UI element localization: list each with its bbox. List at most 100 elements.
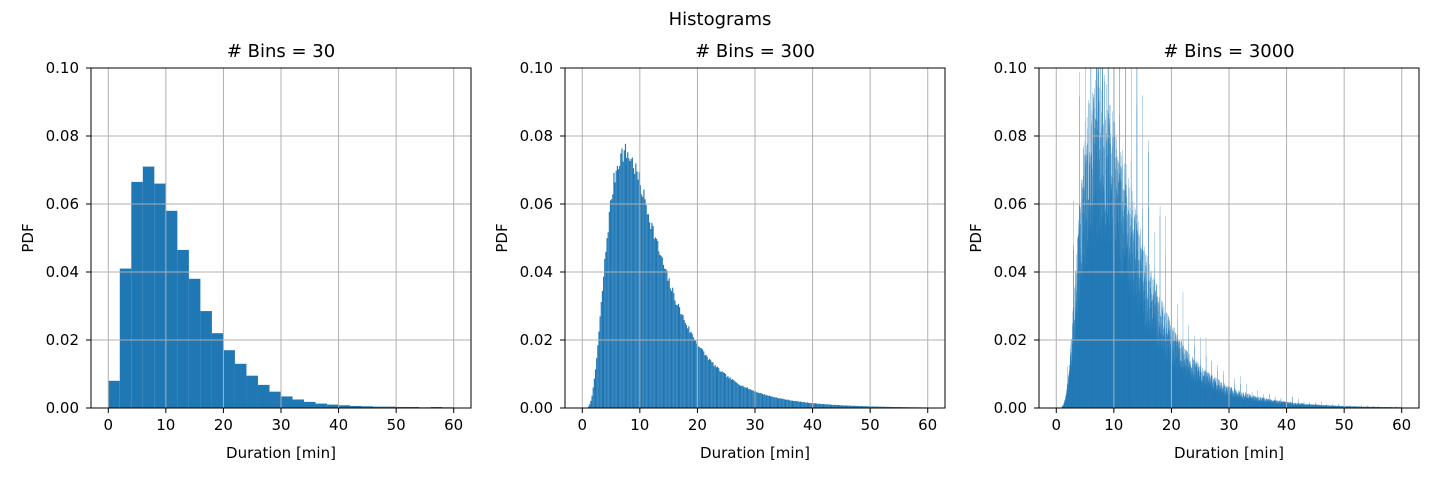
x-tick-label: 10 <box>1104 416 1123 434</box>
histogram-bar <box>281 396 293 408</box>
histogram-bar <box>727 375 729 408</box>
histogram-bar <box>824 404 826 408</box>
histogram-bar <box>834 404 836 408</box>
histogram-bar <box>757 392 759 408</box>
x-tick-label: 40 <box>329 416 348 434</box>
histogram-bar <box>630 159 632 408</box>
histogram-bar <box>819 403 821 408</box>
histogram-bar <box>672 287 674 408</box>
histogram-bar <box>803 401 805 408</box>
histogram-bar <box>662 264 665 408</box>
histogram-bar <box>883 406 886 408</box>
histogram-bar <box>835 404 837 408</box>
y-tick-label: 0.08 <box>520 127 553 145</box>
histogram-bar <box>782 398 784 408</box>
histogram-bar <box>590 400 592 408</box>
histogram-bar <box>829 404 831 408</box>
histogram-bars <box>108 166 454 408</box>
histogram-bar <box>660 255 662 408</box>
histogram-bar <box>609 200 612 408</box>
histogram-bar <box>729 377 731 408</box>
histogram-bar <box>760 393 762 408</box>
histogram-bar <box>710 359 712 408</box>
histogram-panel-bins-300: # Bins = 300 Duration [min] PDF 0.00 0.0… <box>493 41 946 462</box>
histogram-bar <box>684 323 686 408</box>
x-tick-label: 20 <box>1162 416 1181 434</box>
histogram-bar <box>857 406 859 408</box>
histogram-bar <box>664 268 666 408</box>
histogram-bar <box>666 270 668 408</box>
histogram-bar <box>795 400 797 408</box>
histogram-bar <box>693 340 696 408</box>
histogram-bar <box>673 293 675 408</box>
histogram-bar <box>845 405 848 408</box>
histogram-bar <box>624 143 627 408</box>
histogram-bar <box>772 396 774 408</box>
histogram-bar <box>695 340 697 408</box>
histogram-bar <box>396 406 408 408</box>
histogram-bar <box>604 258 606 408</box>
histogram-bar <box>871 406 873 408</box>
histogram-bar <box>793 401 795 408</box>
histogram-bar <box>850 405 852 408</box>
histogram-bar <box>705 354 707 408</box>
histogram-bar <box>177 249 189 408</box>
histogram-bar <box>855 405 857 408</box>
histogram-bar <box>687 328 689 408</box>
x-tick-label: 0 <box>1052 416 1062 434</box>
histogram-bar <box>677 303 679 408</box>
histogram-bar <box>743 387 745 408</box>
histogram-bar <box>728 378 730 408</box>
histogram-bar <box>733 380 735 408</box>
histogram-bar <box>750 389 752 408</box>
histogram-bar <box>844 405 846 408</box>
histogram-bar <box>771 396 773 408</box>
histogram-bar <box>737 384 739 408</box>
histogram-bar <box>843 405 845 408</box>
histogram-bar <box>742 385 744 408</box>
histogram-bar <box>712 362 714 408</box>
histogram-bar <box>867 406 869 408</box>
histogram-bar <box>711 362 713 408</box>
histogram-bar <box>598 331 600 408</box>
axes-frame <box>564 67 946 409</box>
histogram-bar <box>669 288 671 408</box>
histogram-bar <box>643 189 645 408</box>
histogram-bar <box>665 268 667 408</box>
histogram-bar <box>652 226 654 408</box>
histogram-bar <box>892 406 894 408</box>
histogram-bar <box>773 397 775 408</box>
histogram-bar <box>836 404 838 408</box>
histogram-bar <box>787 399 789 408</box>
panel-title: # Bins = 3000 <box>1163 41 1294 62</box>
histogram-bar <box>841 405 843 408</box>
x-axis-label: Duration [min] <box>226 444 336 462</box>
histogram-bar <box>781 398 783 408</box>
histogram-bar <box>856 405 858 408</box>
histogram-bar <box>890 406 893 408</box>
histogram-bar <box>744 387 746 408</box>
histogram-bar <box>774 397 776 408</box>
histogram-bar <box>327 404 339 408</box>
histogram-bar <box>839 405 841 408</box>
histogram-bar <box>623 150 625 408</box>
histogram-bar <box>759 392 761 408</box>
histogram-bar <box>877 406 879 408</box>
histogram-bar <box>626 157 628 408</box>
histogram-bar <box>591 395 593 408</box>
histogram-bar <box>825 404 827 408</box>
histogram-bar <box>714 365 716 408</box>
y-tick-label: 0.10 <box>994 59 1027 77</box>
histogram-bar <box>629 160 631 408</box>
histogram-bar <box>778 398 780 408</box>
y-axis-label: PDF <box>19 223 37 252</box>
histogram-bars <box>1059 68 1402 408</box>
y-tick-label: 0.02 <box>994 331 1027 349</box>
histogram-bar <box>165 210 178 408</box>
histogram-bar <box>628 158 630 408</box>
histogram-bar <box>740 385 742 408</box>
histogram-bar <box>621 148 623 408</box>
histogram-bar <box>752 390 754 408</box>
tick-marks <box>1034 67 1403 413</box>
histogram-bar <box>741 386 743 408</box>
